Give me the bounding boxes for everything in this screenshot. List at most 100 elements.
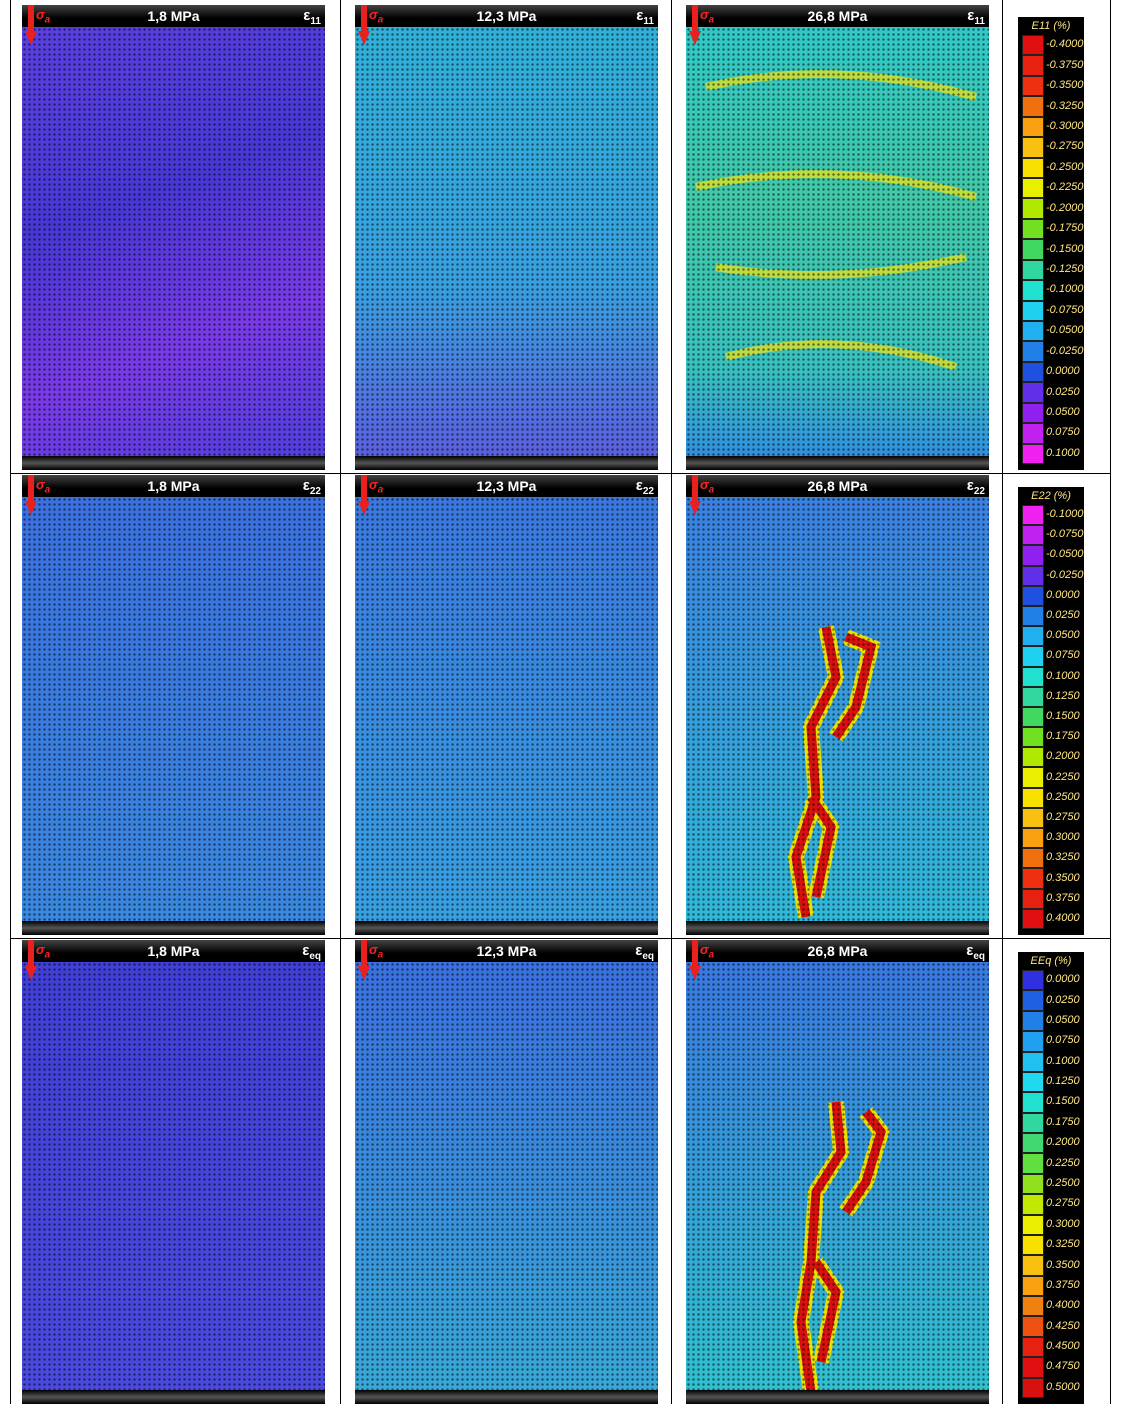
panel-header: 12,3 MPa ε22 σa	[355, 475, 658, 497]
colorbar-label: 0.0750	[1046, 649, 1080, 662]
colorbar: EEq (%) 0.0000 0.0250 0.0500 0.0750 0.1000 0.1…	[1018, 952, 1084, 1404]
stress-label: 12,3 MPa	[476, 8, 537, 24]
arrow-shape	[689, 5, 701, 45]
load-symbol-main: σ	[700, 7, 709, 22]
dot-grid	[355, 962, 658, 1390]
load-symbol: σa	[36, 7, 50, 26]
panel-footer	[355, 1390, 658, 1404]
load-arrow	[689, 940, 701, 980]
colorbar-swatch	[1022, 137, 1044, 158]
colorbar-swatch	[1022, 1255, 1044, 1276]
colorbar-label: 0.2500	[1046, 1177, 1080, 1189]
colorbar-label: 0.5000	[1046, 1380, 1080, 1393]
colorbar-label: -0.2750	[1046, 140, 1084, 153]
colorbar-label: 0.2250	[1046, 770, 1080, 783]
colorbar-swatch	[1022, 585, 1044, 606]
colorbar-swatch	[1022, 1234, 1044, 1256]
colorbar-swatch	[1022, 116, 1044, 138]
load-arrow	[358, 475, 370, 515]
colorbar-swatch	[1022, 1031, 1044, 1052]
arrow-shape	[689, 940, 701, 980]
colorbar-swatch	[1022, 828, 1044, 849]
colorbar-swatch	[1022, 1010, 1044, 1032]
panel-footer	[22, 456, 325, 470]
load-arrow	[689, 5, 701, 45]
colorbar-swatch	[1022, 259, 1044, 281]
strain-map-image	[355, 27, 658, 456]
separator	[10, 938, 1110, 939]
colorbar-label: -0.0750	[1046, 528, 1084, 541]
colorbar-label: 0.0500	[1046, 405, 1080, 418]
colorbar-swatch	[1022, 1377, 1044, 1398]
load-symbol-main: σ	[700, 477, 709, 492]
colorbar-label: 0.0000	[1046, 973, 1080, 986]
colorbar-swatch	[1022, 686, 1044, 707]
strain-symbol: ε	[636, 7, 644, 24]
colorbar-label: 0.2250	[1046, 1156, 1080, 1169]
colorbar-label: -0.0250	[1046, 568, 1084, 581]
colorbar-label: 0.0250	[1046, 609, 1080, 622]
strain-subscript: eq	[973, 951, 985, 962]
colorbar-swatch	[1022, 767, 1044, 788]
strain-label: εeq	[302, 942, 321, 962]
colorbar-swatch	[1022, 1173, 1044, 1195]
colorbar-label: -0.1250	[1046, 262, 1084, 275]
colorbar-swatch	[1022, 807, 1044, 829]
colorbar-label: -0.3250	[1046, 99, 1084, 112]
strain-symbol: ε	[967, 7, 975, 24]
strain-label: εeq	[635, 942, 654, 962]
strain-map-panel: 1,8 MPa ε11 σa	[22, 5, 325, 470]
colorbar-swatch	[1022, 1133, 1044, 1154]
colorbar-swatch	[1022, 1336, 1044, 1358]
colorbar-label: 0.0000	[1046, 588, 1080, 601]
colorbar-label: 0.4000	[1046, 911, 1080, 924]
separator	[1110, 0, 1111, 1404]
dot-grid	[22, 27, 325, 456]
colorbar-label: -0.0750	[1046, 303, 1084, 316]
colorbar-swatch	[1022, 1214, 1044, 1235]
strain-label: ε11	[967, 7, 985, 27]
load-arrow	[25, 5, 37, 45]
strain-subscript: 22	[642, 486, 654, 497]
dot-grid	[355, 27, 658, 456]
strain-subscript: eq	[642, 951, 654, 962]
colorbar-label: -0.2250	[1046, 181, 1084, 194]
strain-map-panel: 12,3 MPa ε11 σa	[355, 5, 658, 470]
colorbar-swatch	[1022, 1071, 1044, 1093]
colorbar-swatch	[1022, 747, 1044, 768]
colorbar-label: 0.0750	[1046, 1034, 1080, 1047]
strain-map-panel: 1,8 MPa εeq σa	[22, 940, 325, 1404]
strain-subscript: 11	[974, 16, 985, 27]
separator	[1002, 0, 1003, 1404]
arrow-shape	[689, 475, 701, 515]
panel-footer	[686, 921, 989, 935]
stress-label: 1,8 MPa	[147, 478, 200, 494]
colorbar-label: -0.1750	[1046, 222, 1084, 235]
colorbar-label: -0.3750	[1046, 58, 1084, 71]
colorbar-label: 0.1750	[1046, 730, 1080, 743]
panel-footer	[22, 1390, 325, 1404]
strain-map-panel: 26,8 MPa ε22 σa	[686, 475, 989, 935]
colorbar-label: 0.2750	[1046, 1197, 1080, 1210]
separator	[10, 473, 1110, 474]
strain-symbol: ε	[966, 477, 974, 494]
strain-map-image	[686, 962, 989, 1390]
colorbar-label: 0.3500	[1046, 1258, 1080, 1271]
colorbar-swatch	[1022, 706, 1044, 728]
colorbar-label: -0.2000	[1046, 201, 1084, 214]
separator	[10, 0, 11, 1404]
stress-label: 26,8 MPa	[807, 8, 868, 24]
colorbar-label: -0.4000	[1046, 38, 1084, 51]
strain-map-panel: 26,8 MPa εeq σa	[686, 940, 989, 1404]
colorbar-swatch	[1022, 908, 1044, 929]
colorbar-swatch	[1022, 55, 1044, 76]
colorbar-swatch	[1022, 525, 1044, 546]
colorbar-swatch	[1022, 341, 1044, 362]
colorbar-label: -0.3000	[1046, 119, 1084, 132]
panel-footer	[355, 921, 658, 935]
colorbar-title: E11 (%)	[1031, 20, 1071, 32]
load-symbol: σa	[369, 7, 383, 26]
colorbar-title: E22 (%)	[1031, 490, 1071, 502]
dot-grid	[355, 497, 658, 921]
stress-label: 26,8 MPa	[807, 943, 868, 959]
